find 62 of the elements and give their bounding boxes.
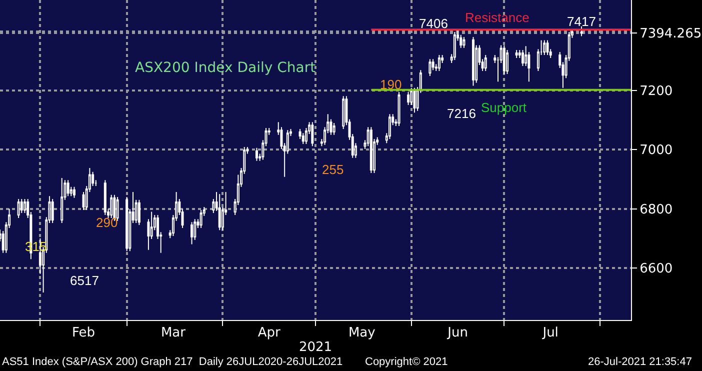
text: ASX200 Index Daily Chart — [135, 60, 316, 76]
x-tick-label: Mar — [160, 326, 186, 341]
candlestick — [138, 199, 140, 226]
annotation: Resistance — [465, 10, 530, 25]
candlestick — [66, 180, 70, 197]
candlestick — [580, 26, 583, 37]
candlestick — [543, 40, 546, 56]
text: 26-Jul-2021 21:35:47 — [588, 356, 692, 368]
annotation: 7216 — [447, 106, 476, 121]
candlestick — [255, 147, 258, 162]
candlestick — [438, 54, 440, 72]
candlestick — [428, 58, 432, 77]
candlestick — [218, 194, 221, 231]
y-tick-label: 7000 — [640, 143, 673, 158]
candlestick — [413, 87, 416, 114]
x-axis-title: 2021 — [298, 340, 332, 356]
candlestick — [506, 49, 509, 74]
annotation: Support — [481, 100, 527, 115]
x-tick-label: Jul — [542, 326, 558, 341]
text: Copyright© 2021 — [365, 356, 448, 368]
candlestick — [453, 31, 456, 61]
candlestick — [332, 122, 336, 136]
y-tick-label: 7200 — [640, 84, 673, 100]
y-tick-label: 7394.265 — [640, 26, 702, 42]
candlestick — [398, 91, 400, 126]
text: AS51 Index (S&P/ASX 200) Graph 217 Daily 26JUL2020-26JUL2021 — [2, 356, 343, 368]
candlestick — [126, 196, 128, 252]
candlestick — [311, 122, 314, 147]
x-tick-label: Jun — [446, 326, 468, 341]
annotation: 7406 — [419, 16, 448, 31]
annotation: 7417 — [567, 14, 596, 29]
candlestick — [110, 194, 113, 218]
annotation: 290 — [96, 215, 118, 230]
candlestick — [17, 198, 20, 218]
annotation: 255 — [322, 162, 344, 177]
y-tick-label: 6800 — [640, 202, 673, 218]
candlestick — [60, 178, 64, 224]
candlestick — [342, 96, 345, 130]
x-tick-label: Feb — [72, 326, 96, 341]
candlestick — [72, 186, 76, 198]
candlestick — [462, 36, 466, 48]
x-tick-label: Apr — [258, 326, 281, 341]
candlestick — [190, 222, 194, 245]
candlestick — [51, 198, 54, 224]
candlestick — [104, 180, 106, 216]
candlestick — [388, 114, 391, 140]
candlestick — [546, 40, 549, 56]
x-tick-label: May — [348, 326, 376, 341]
candlestick — [502, 44, 506, 74]
candlestick — [407, 91, 410, 106]
candlestick — [472, 36, 475, 86]
candlestick — [370, 126, 372, 174]
candlestick — [515, 49, 518, 58]
candlestick — [194, 218, 196, 240]
candlestick — [460, 34, 462, 48]
annotation: 190 — [380, 77, 402, 92]
candlestick — [521, 49, 524, 66]
y-tick-label: 6600 — [640, 262, 673, 276]
candlestick — [484, 54, 487, 72]
candlestick — [116, 196, 119, 222]
annotation: 6517 — [70, 273, 99, 288]
candlestick — [200, 209, 202, 229]
